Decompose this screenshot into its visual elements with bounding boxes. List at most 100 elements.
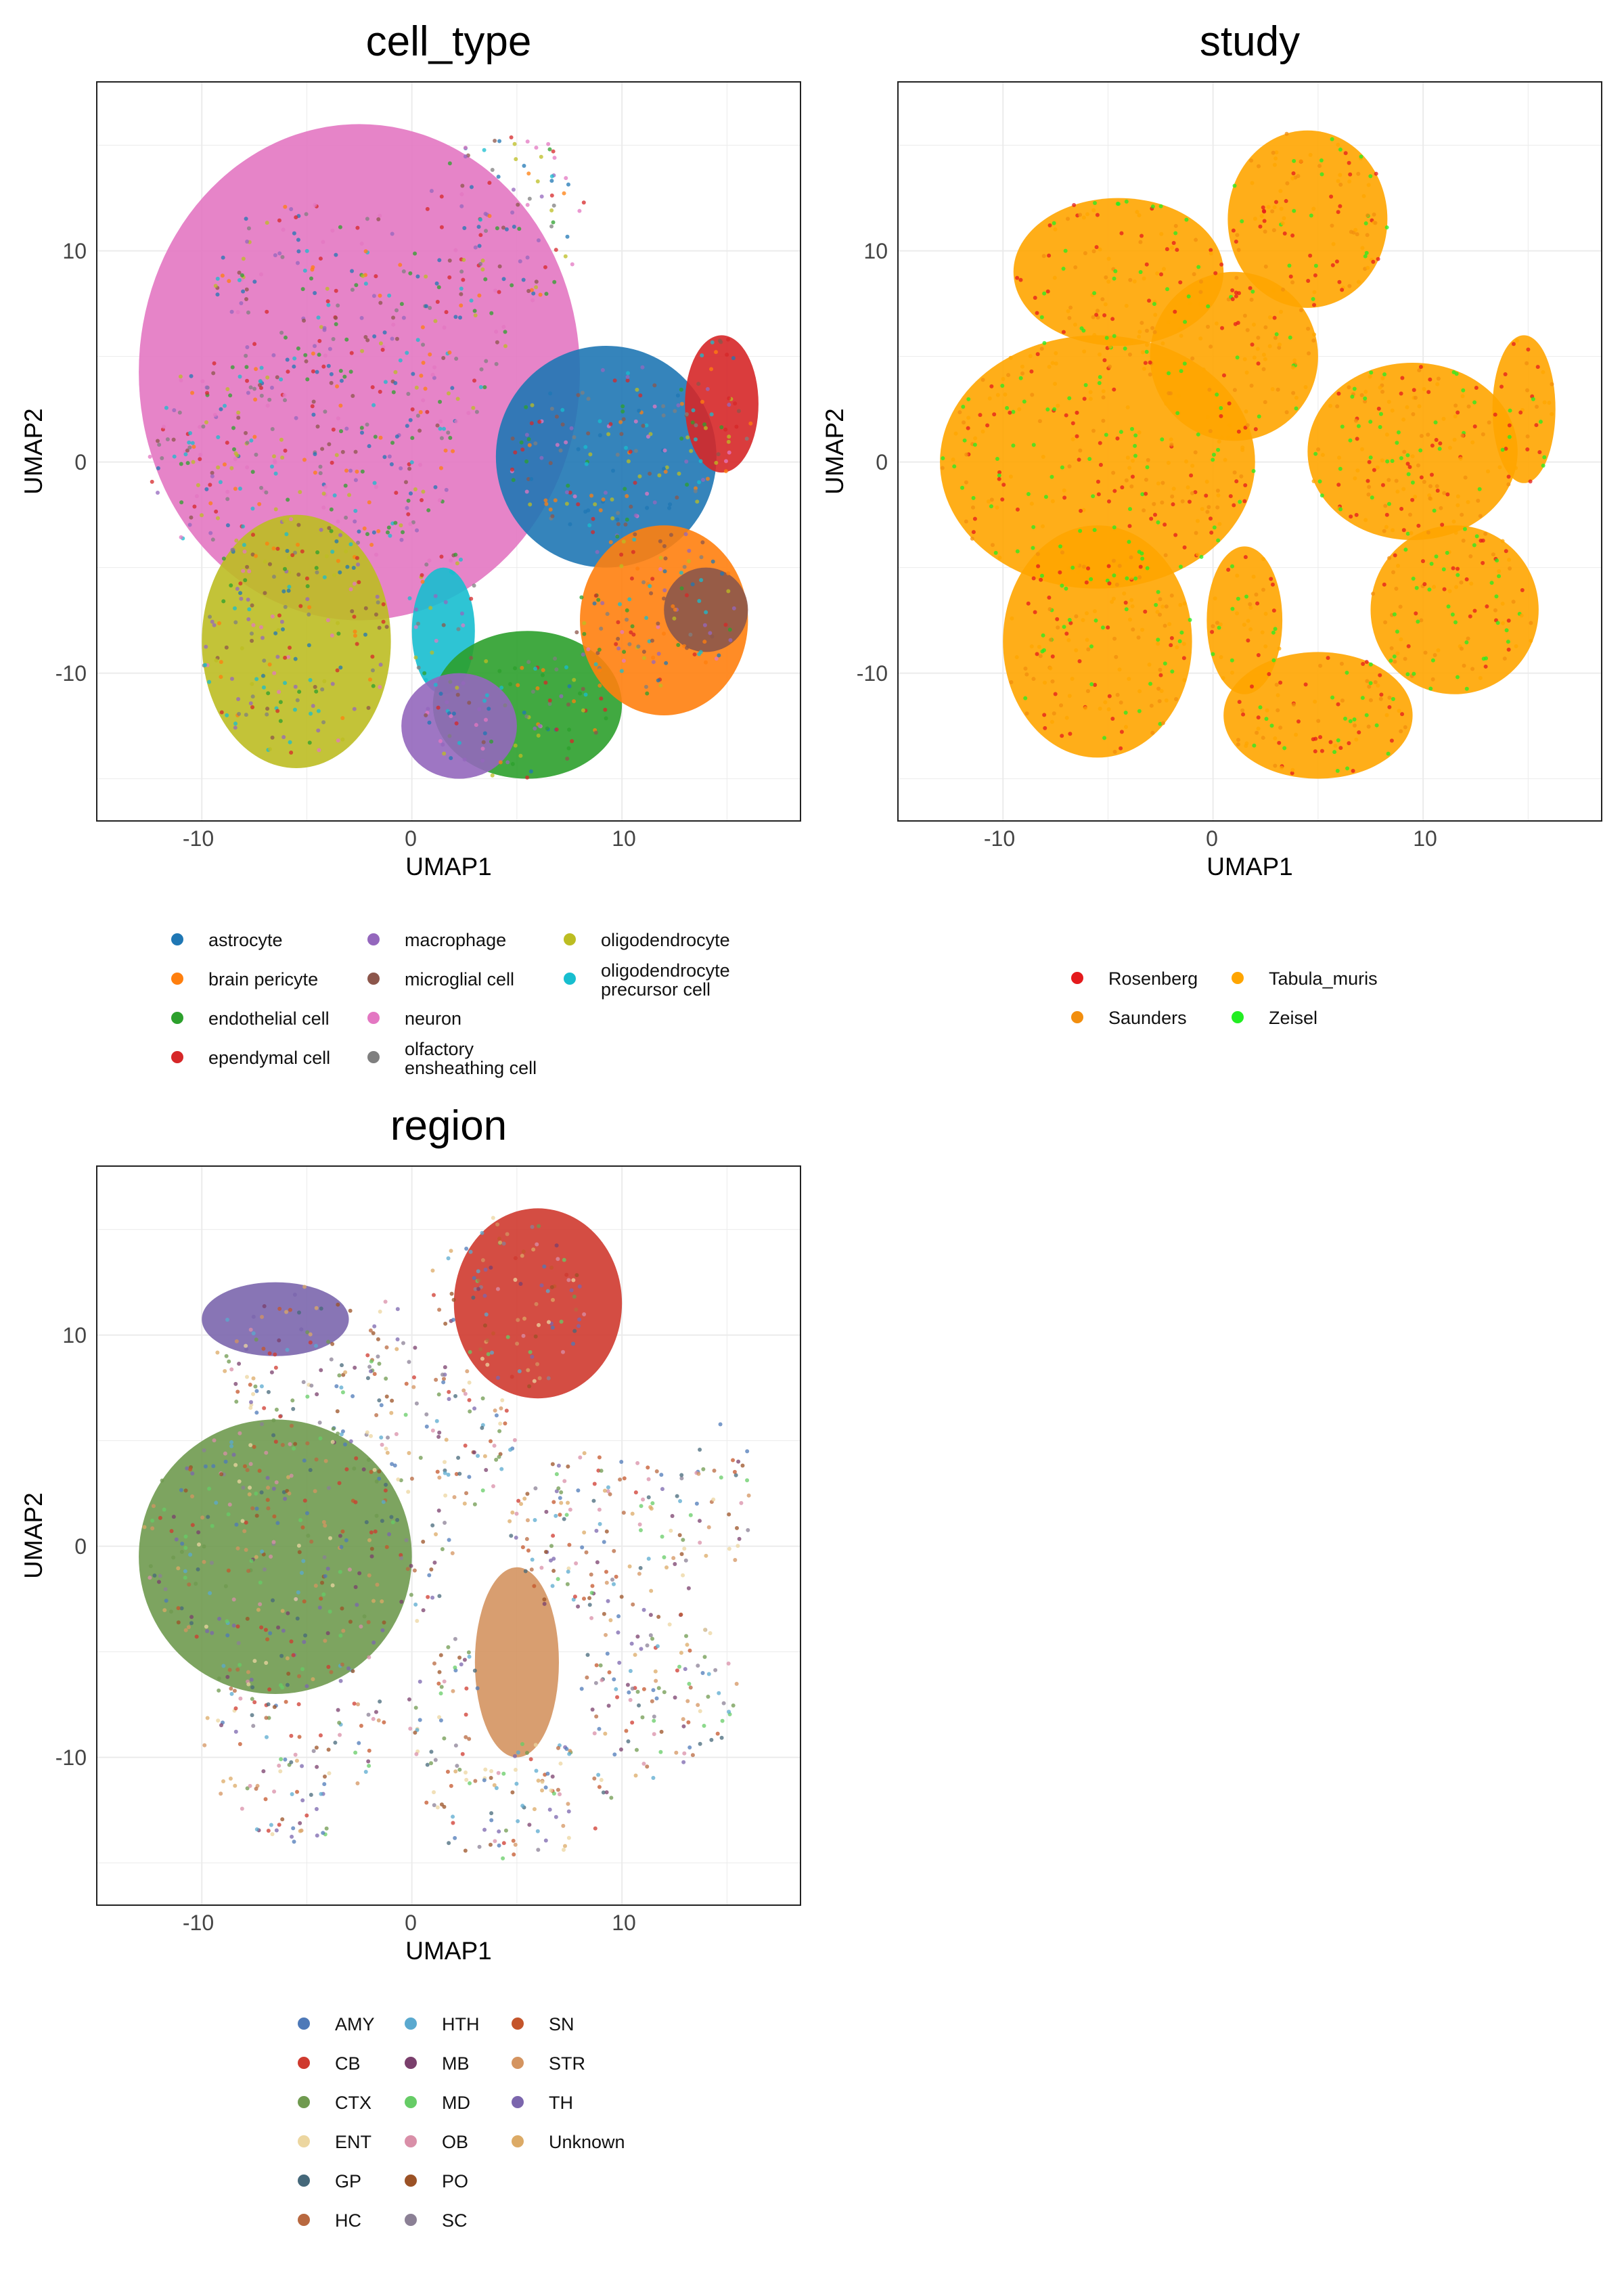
data-point [1096, 309, 1100, 313]
y-ticks: 10 0 -10 [857, 239, 888, 686]
data-point [1170, 669, 1175, 674]
data-point [1031, 545, 1035, 550]
data-point [612, 1752, 617, 1757]
data-point [409, 1563, 413, 1568]
data-point [1208, 429, 1213, 434]
data-point [315, 570, 319, 575]
data-point [482, 1323, 487, 1328]
data-point [1500, 447, 1505, 452]
x-tick-label: 10 [612, 826, 636, 851]
data-point [347, 493, 352, 497]
data-point [512, 1754, 517, 1758]
data-point [570, 739, 574, 744]
data-point [1396, 430, 1401, 434]
data-point [275, 546, 280, 551]
data-point [1534, 404, 1539, 409]
cluster-base [1370, 525, 1539, 694]
data-point [1320, 493, 1324, 498]
data-point [661, 413, 666, 418]
data-point [1414, 611, 1418, 616]
data-point [1206, 505, 1211, 510]
data-point [594, 1663, 599, 1668]
data-point [1428, 686, 1433, 691]
data-point [339, 378, 344, 383]
data-point [1386, 751, 1391, 756]
data-point [495, 1222, 500, 1227]
data-point [589, 1572, 593, 1577]
data-point [605, 1651, 610, 1656]
data-point [473, 313, 478, 318]
data-point [549, 407, 554, 411]
data-point [384, 1394, 389, 1399]
data-point [382, 1720, 386, 1724]
data-point [611, 468, 616, 473]
data-point [292, 364, 296, 369]
data-point [587, 1596, 592, 1601]
data-point [444, 1437, 449, 1442]
data-point [1495, 558, 1499, 563]
data-point [736, 409, 741, 414]
data-point [512, 666, 517, 671]
data-point [459, 303, 464, 308]
data-point [245, 345, 250, 350]
data-point [430, 1595, 435, 1600]
data-point [677, 471, 681, 476]
data-point [227, 279, 231, 284]
data-point [476, 1454, 480, 1458]
data-point [1183, 319, 1188, 324]
data-point [597, 1726, 602, 1731]
cluster-neuron [139, 124, 581, 621]
data-point [612, 1548, 616, 1553]
data-point [321, 364, 326, 369]
data-point [1400, 712, 1405, 717]
data-point [1394, 586, 1399, 591]
data-point [517, 1369, 522, 1374]
data-point [1263, 229, 1267, 234]
data-point [556, 1257, 560, 1262]
data-point [384, 625, 389, 629]
data-point [1299, 159, 1303, 164]
data-point [235, 1546, 240, 1551]
data-point [192, 504, 197, 509]
data-point [1128, 507, 1133, 512]
data-point [655, 1644, 660, 1649]
data-point [165, 437, 170, 442]
data-point [287, 646, 292, 650]
data-point [156, 466, 160, 470]
data-point [689, 449, 694, 453]
data-point [594, 1714, 599, 1719]
data-point [550, 1584, 555, 1588]
data-point [1383, 620, 1388, 625]
data-point [1005, 405, 1010, 410]
data-point [549, 224, 554, 229]
data-point [601, 1790, 606, 1795]
data-point [420, 573, 424, 577]
data-point [603, 1731, 608, 1736]
data-point [461, 277, 466, 282]
data-point [1232, 470, 1237, 475]
data-point [567, 684, 572, 688]
plot-border [897, 81, 1602, 822]
data-point [423, 386, 428, 391]
data-point [652, 404, 657, 409]
data-point [549, 1265, 554, 1270]
data-point [1160, 341, 1165, 346]
data-point [477, 293, 482, 298]
data-point [409, 460, 414, 465]
data-point [322, 679, 327, 684]
data-point [1039, 577, 1043, 582]
data-point [734, 1525, 739, 1530]
data-point [663, 469, 668, 474]
data-point [425, 1762, 430, 1767]
data-point [353, 478, 358, 483]
data-point [365, 217, 369, 221]
data-point [577, 208, 582, 213]
data-point [1294, 406, 1299, 411]
data-point [294, 1758, 299, 1763]
data-point [1261, 353, 1266, 357]
data-point [457, 1767, 462, 1772]
data-point [314, 566, 319, 571]
data-point [658, 1749, 663, 1754]
data-point [1320, 749, 1324, 753]
data-point [579, 595, 584, 600]
